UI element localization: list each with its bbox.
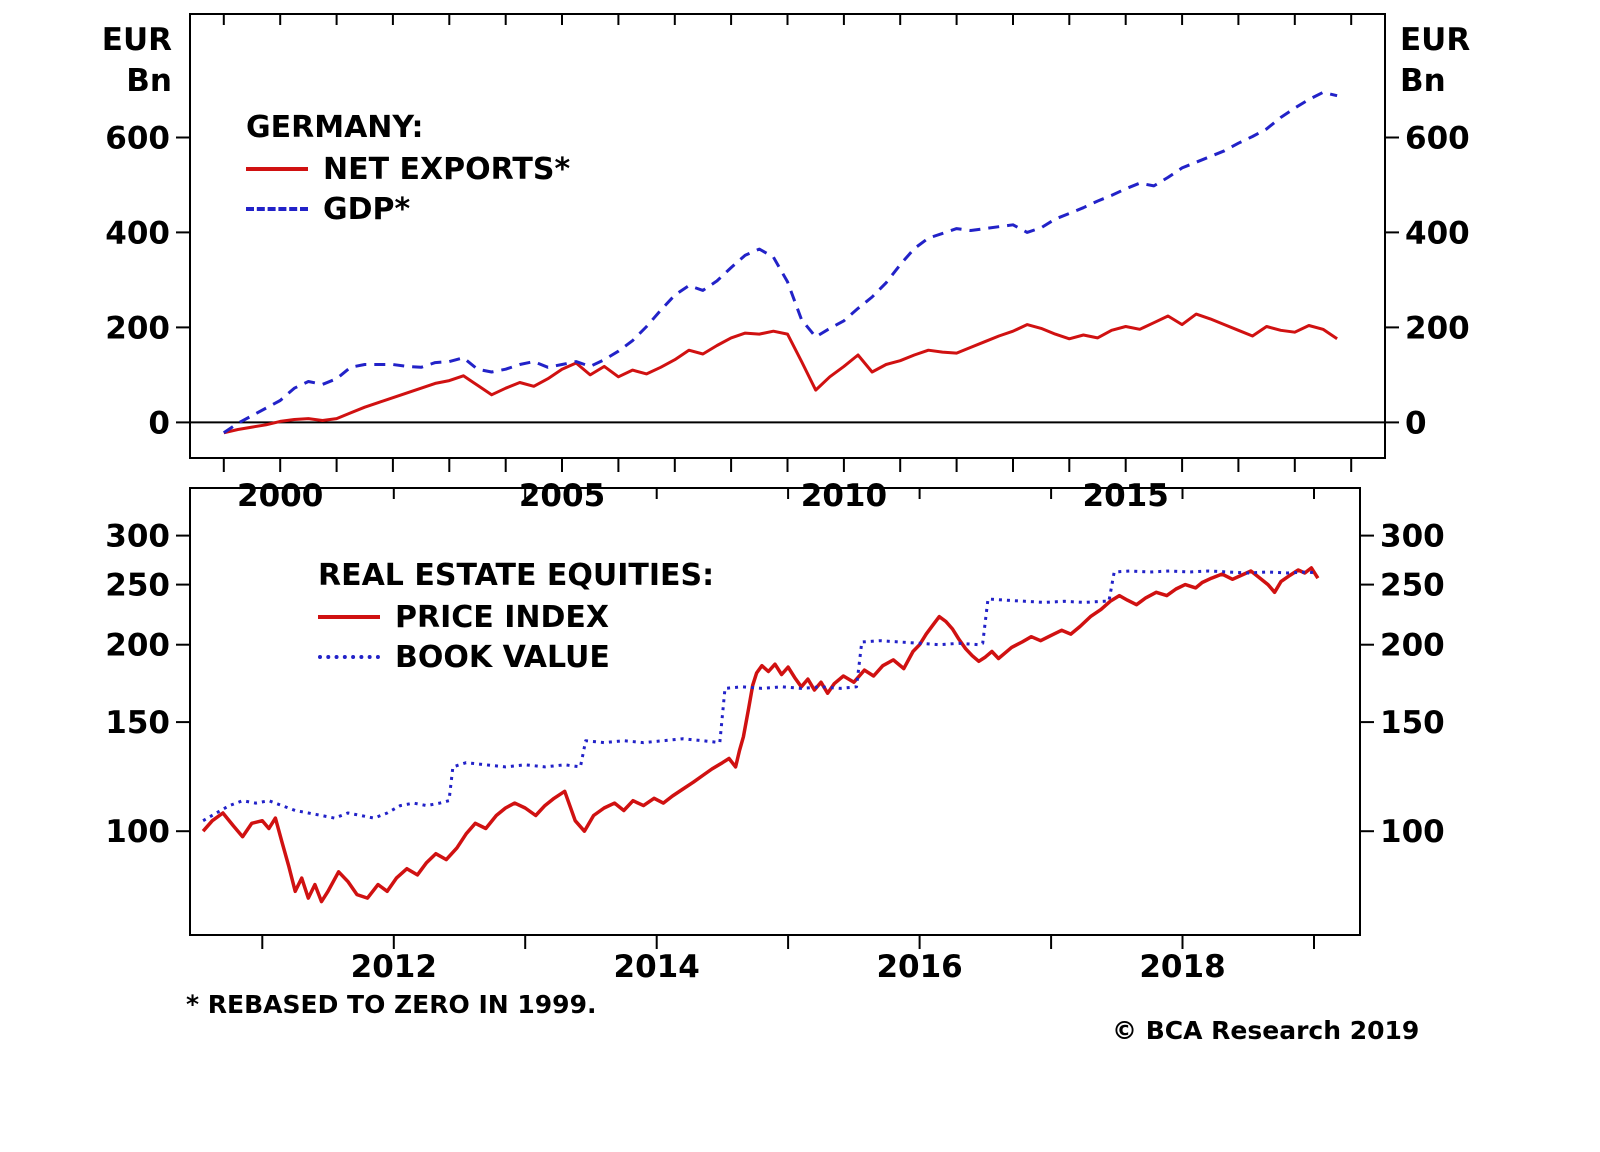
y-tick-label-right: 0 xyxy=(1405,405,1427,441)
y-tick-label-left: 400 xyxy=(105,215,170,251)
series-price-index-line xyxy=(201,566,1320,904)
unit-label-right: EUR Bn xyxy=(1400,20,1470,102)
y-tick-label-left: 0 xyxy=(148,405,170,441)
y-tick-label-left: 300 xyxy=(105,519,170,555)
x-tick-label: 2018 xyxy=(1139,949,1225,985)
legend-item-net-exports: NET EXPORTS* xyxy=(246,149,570,189)
y-tick-label-right: 100 xyxy=(1380,814,1445,850)
x-tick-label: 2016 xyxy=(876,949,962,985)
red-solid-line-sample xyxy=(246,167,308,171)
series-gdp-line xyxy=(222,90,1338,435)
plot-frame xyxy=(189,487,1361,936)
unit-eur: EUR xyxy=(1400,22,1471,58)
blue-dotted-line-sample xyxy=(318,655,380,659)
legend-label-price-index: PRICE INDEX xyxy=(395,599,609,635)
legend-item-book-value: BOOK VALUE xyxy=(318,637,714,677)
x-tick-label: 2000 xyxy=(237,478,323,514)
unit-eur: EUR xyxy=(101,22,172,58)
y-tick-label-right: 600 xyxy=(1405,120,1470,156)
series-book-value-line xyxy=(202,569,1317,822)
unit-label-left: EUR Bn xyxy=(86,20,172,102)
panel-bottom: 2012 2014 2016 2018 100 100 150 150 200 200 250 250… xyxy=(105,487,1445,985)
red-solid-line-sample xyxy=(318,615,380,619)
legend-label-book-value: BOOK VALUE xyxy=(395,639,610,675)
series-net-exports-line xyxy=(223,312,1338,435)
y-tick-label-left: 200 xyxy=(105,628,170,664)
y-tick-label-left: 100 xyxy=(105,814,170,850)
copyright: © BCA Research 2019 xyxy=(1112,1016,1420,1045)
legend-label-net-exports: NET EXPORTS* xyxy=(323,151,571,187)
y-tick-label-left: 600 xyxy=(105,120,170,156)
legend-item-price-index: PRICE INDEX xyxy=(318,597,714,637)
unit-bn: Bn xyxy=(1400,63,1446,99)
legend-germany: GERMANY: NET EXPORTS* GDP* xyxy=(246,110,570,229)
unit-bn: Bn xyxy=(126,63,172,99)
y-tick-label-right: 300 xyxy=(1380,519,1445,555)
y-tick-label-left: 200 xyxy=(105,310,170,346)
y-tick-label-right: 400 xyxy=(1405,215,1470,251)
y-tick-label-left: 250 xyxy=(105,568,170,604)
x-tick-label: 2010 xyxy=(801,478,887,514)
y-tick-label-right: 200 xyxy=(1380,628,1445,664)
legend-item-gdp: GDP* xyxy=(246,189,570,229)
y-tick-label-left: 150 xyxy=(105,705,170,741)
x-tick-label: 2015 xyxy=(1083,478,1169,514)
y-tick-label-right: 200 xyxy=(1405,310,1470,346)
plot-frame xyxy=(189,13,1386,459)
legend-label-gdp: GDP* xyxy=(323,191,411,227)
x-tick-label: 2014 xyxy=(614,949,700,985)
legend-title-germany: GERMANY: xyxy=(246,110,424,145)
blue-dashed-line-sample xyxy=(246,207,308,211)
footnote: * REBASED TO ZERO IN 1999. xyxy=(186,990,597,1019)
x-tick-label: 2005 xyxy=(519,478,605,514)
y-tick-label-right: 150 xyxy=(1380,705,1445,741)
y-tick-label-right: 250 xyxy=(1380,568,1445,604)
legend-real-estate: REAL ESTATE EQUITIES: PRICE INDEX BOOK V… xyxy=(318,558,714,677)
legend-title-real-estate: REAL ESTATE EQUITIES: xyxy=(318,558,715,593)
panel-top: 2000 2005 2010 2015 0 0 200 200 400 400 600 600 xyxy=(105,13,1470,514)
x-tick-label: 2012 xyxy=(351,949,437,985)
